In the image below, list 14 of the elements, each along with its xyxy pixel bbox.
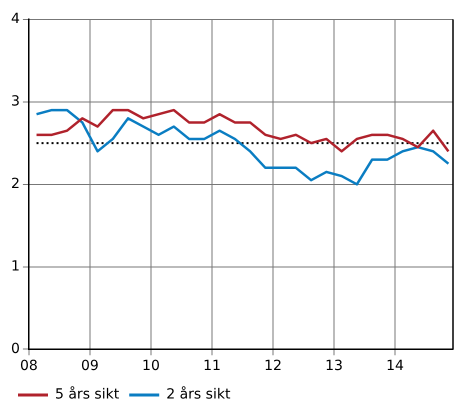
- y-tick-label: 2: [10, 176, 20, 192]
- x-tick-label: 11: [203, 358, 221, 374]
- y-tick-label: 0: [10, 340, 20, 357]
- y-tick-label: 3: [10, 93, 20, 110]
- y-tick-label: 1: [10, 258, 20, 274]
- y-tick-label: 4: [10, 11, 20, 28]
- x-tick-label: 14: [386, 358, 404, 374]
- x-tick-label: 09: [81, 358, 99, 374]
- x-tick-label: 08: [20, 358, 38, 374]
- x-tick-label: 13: [325, 358, 343, 374]
- x-tick-label: 12: [264, 358, 282, 374]
- legend-label: 2 års sikt: [166, 386, 231, 403]
- legend-label: 5 års sikt: [55, 386, 120, 403]
- x-tick-label: 10: [142, 358, 160, 374]
